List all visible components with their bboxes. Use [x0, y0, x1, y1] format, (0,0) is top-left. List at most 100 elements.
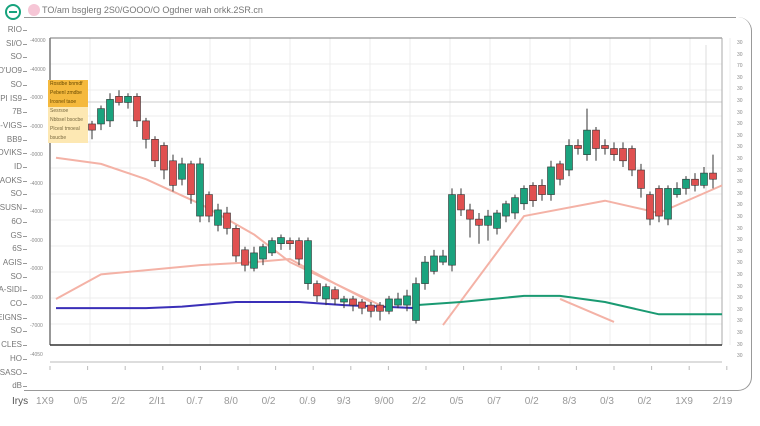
chart-frame [24, 17, 752, 391]
candle-down [574, 145, 582, 149]
right-tick-label: 30 [737, 341, 743, 348]
y-tick-label: RIO [7, 25, 28, 34]
y-tick-label: OVIKS [0, 148, 28, 157]
candle-up [277, 237, 285, 244]
y-tick-label: SO [10, 271, 27, 281]
y-tick-label: SO [10, 189, 27, 199]
page-title: TO/am bsglerg 2S0/GOOO/O Ogdner wah orkk… [42, 5, 263, 15]
tooltip-line: Sesrsoe [48, 107, 88, 116]
right-tick-label: 30 [737, 132, 743, 139]
candle-up [511, 197, 519, 214]
right-tick-label: 30 [737, 98, 743, 104]
moving-average-line [415, 294, 722, 316]
x-tick-label: 0/.9 [299, 396, 316, 407]
candle-up [412, 283, 420, 321]
right-tick-label: 30 [737, 225, 743, 232]
candle-down [349, 298, 357, 306]
right-tick-label: 30 [737, 109, 743, 116]
x-tick-label: 0/7 [487, 396, 502, 407]
inner-tick-label: -0000 [30, 152, 43, 158]
x-tick-label: 1X9 [675, 396, 693, 407]
candle-down [88, 123, 96, 131]
y-tick-label: SO [10, 52, 27, 62]
y-tick-label: HO [10, 353, 27, 363]
right-tick-label: 30 [737, 167, 743, 174]
y-tick-label: SO [10, 326, 27, 336]
candle-down [529, 185, 537, 202]
candle-up [664, 188, 672, 220]
inner-tick-label: -0000 [30, 294, 43, 301]
candle-down [592, 129, 600, 149]
candle-up [340, 298, 348, 303]
x-tick-label: 2/19 [712, 396, 733, 407]
tooltip-line: Plcesl tmoeal [48, 125, 88, 134]
x-tick-label: 2/I1 [148, 396, 166, 407]
x-tick-label: 1X9 [36, 396, 54, 407]
moving-average-line [442, 184, 723, 326]
right-tick-label: 30 [737, 283, 743, 290]
candle-up [673, 188, 681, 195]
moving-average-line [559, 298, 615, 323]
inner-tick-label: -0000 [30, 95, 43, 101]
badge-icon [28, 4, 40, 16]
candle-up [439, 255, 447, 263]
right-tick-label: 30 [737, 156, 743, 162]
candle-down [160, 145, 168, 171]
inner-tick-label: -0000 [30, 123, 43, 130]
candle-up [583, 129, 591, 155]
candle-down [475, 218, 483, 226]
candle-down [232, 228, 240, 257]
candle-up [493, 212, 501, 229]
right-tick-label: 30 [737, 214, 743, 220]
candle-down [151, 139, 159, 162]
right-tick-label: 30 [737, 179, 743, 186]
tooltip-line: Pebenl zmdbe [48, 89, 88, 98]
right-tick-label: 70 [737, 63, 743, 70]
x-tick-label: 2/2 [412, 396, 426, 407]
x-tick-label: 9/00 [374, 396, 394, 407]
x-tick-label: 2/2 [111, 396, 126, 407]
right-tick-label: 30 [737, 202, 743, 209]
right-tick-label: 30 [737, 51, 743, 58]
x-tick-label: 0/5 [449, 396, 464, 407]
x-tick-label: 0/2 [261, 396, 276, 407]
candle-down [556, 163, 564, 180]
right-tick-label: 30 [737, 272, 743, 278]
candle-down [142, 120, 150, 140]
candle-down [466, 209, 474, 220]
candle-down [655, 188, 663, 217]
y-tick-label: SO [10, 79, 27, 89]
candle-down [169, 160, 177, 186]
inner-tick-label: -4000 [30, 209, 43, 215]
x-tick-label: 9/3 [336, 396, 351, 407]
y-tick-label: CO [10, 299, 27, 308]
candle-up [178, 163, 186, 180]
logo-icon[interactable] [5, 4, 21, 20]
candle-up [97, 108, 105, 125]
candle-down [601, 145, 609, 149]
candle-up [214, 209, 222, 226]
x-tick-label: 0/2 [637, 396, 652, 407]
candle-down [205, 194, 213, 217]
candle-up [304, 240, 312, 284]
y-tick-label: SI/O [5, 38, 28, 48]
candle-up [430, 255, 438, 272]
y-tick-label: SUSN [0, 203, 28, 213]
candle-down [457, 194, 465, 211]
frame-top-divider [24, 17, 736, 18]
candle-up [448, 194, 456, 266]
inner-tick-label: -40000 [30, 38, 46, 44]
candle-up [700, 172, 708, 186]
right-tick-label: 30 [737, 295, 743, 302]
candle-up [403, 295, 411, 306]
candle-down [133, 96, 141, 122]
x-tick-label: 8/0 [224, 396, 238, 407]
candle-up [385, 298, 393, 312]
y-tick-label: 7B [12, 107, 27, 117]
right-tick-label: 30 [737, 40, 743, 46]
y-tick-label: CLES [1, 340, 27, 350]
y-tick-label: G-VIGS [0, 121, 28, 130]
candle-down [637, 169, 645, 189]
candle-down [241, 249, 249, 266]
